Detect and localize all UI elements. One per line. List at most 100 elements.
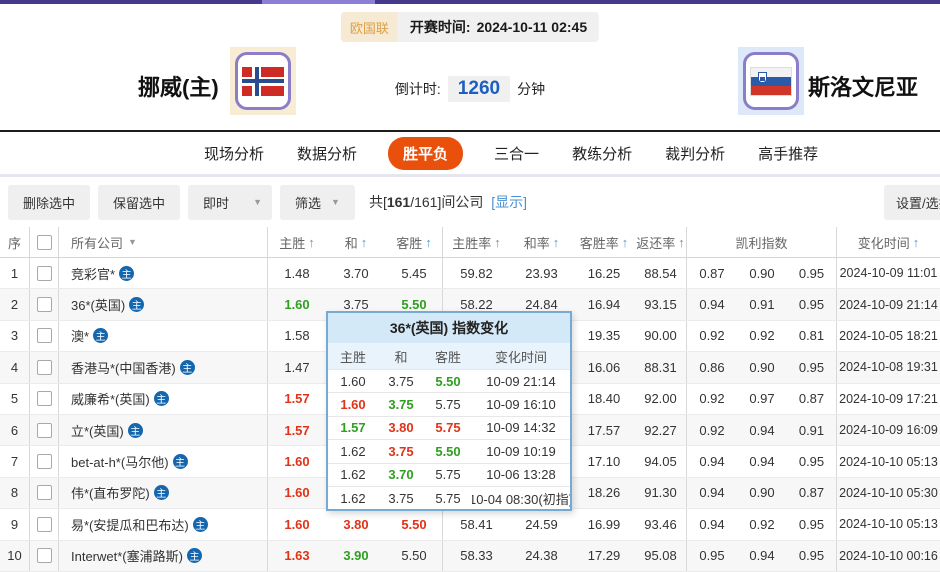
company-cell: 36*(英国) 主 [59,289,268,320]
norway-flag-icon [242,66,284,96]
chevron-down-icon: ▼ [331,197,340,207]
popup-draw-odds: 3.75 [388,373,414,389]
header-company-filter[interactable]: 所有公司 ▼ [59,227,268,257]
row-number: 3 [0,320,30,352]
company-name[interactable]: 威廉希*(英国) [71,392,150,408]
tab-4[interactable]: 三合一 [494,145,540,163]
kelly-3: 0.87 [787,383,837,414]
header-label: 和率 [523,235,550,251]
company-name[interactable]: Interwet*(塞浦路斯) [71,549,183,565]
host-badge-icon: 主 [179,359,195,375]
tab-2[interactable]: 数据分析 [297,145,358,163]
tab-6[interactable]: 裁判分析 [665,145,726,163]
filter-dropdown[interactable]: 筛选 ▼ [280,184,355,220]
keep-selected-button[interactable]: 保留选中 [98,184,181,220]
header-draw-rate[interactable]: 和率 ↑ [510,227,573,257]
popup-header-4: 变化时间 [494,349,547,365]
kelly-3: 0.87 [787,477,837,509]
row-checkbox[interactable] [36,297,52,313]
row-checkbox[interactable] [36,391,52,407]
company-name[interactable]: 澳* [71,329,90,345]
company-cell: 竞彩官* 主 [59,258,268,289]
header-change-time[interactable]: 变化时间 ↑ [837,227,940,257]
row-number: 5 [0,383,30,414]
row-checkbox[interactable] [36,516,52,532]
select-all-checkbox[interactable] [36,234,52,250]
settings-select-button[interactable]: 设置/选择 [884,185,940,220]
popup-change-time: 10-09 16:10 [486,397,556,413]
home-win-odds: 1.60 [284,485,310,501]
sort-asc-icon: ↑ [308,234,315,250]
header-home-rate[interactable]: 主胜率 ↑ [443,227,510,257]
popup-row: 1.62 3.75 5.75 10-04 08:30(初指) [328,485,570,510]
row-number: 10 [0,540,30,571]
row-number: 1 [0,258,30,289]
popup-home-odds: 1.60 [340,397,366,413]
kelly-3: 0.95 [787,446,837,477]
draw-rate: 23.93 [525,265,558,281]
change-time: 2024-10-09 17:21 [839,391,938,406]
company-cell: 香港马*(中国香港) 主 [59,352,268,383]
popup-draw-odds: 3.75 [388,490,414,506]
header-return-rate[interactable]: 返还率 ↑ [635,227,687,257]
odds-mode-dropdown[interactable]: 即时 ▼ [188,184,273,220]
header-away-rate[interactable]: 客胜率 ↑ [573,227,635,257]
kelly-2: 0.94 [749,454,775,470]
row-checkbox[interactable] [36,328,52,344]
row-checkbox[interactable] [36,265,52,281]
kelly-1: 0.94 [699,516,725,532]
company-name[interactable]: 36*(英国) [71,298,126,314]
row-checkbox[interactable] [36,422,52,438]
kelly-1: 0.94 [699,454,725,470]
popup-header-3: 客胜 [434,349,461,365]
popup-draw-odds: 3.75 [388,397,414,413]
table-row: 1 竞彩官* 主 1.48 3.70 5.45 59.82 23.93 16.25 88.54 0.… [0,258,940,290]
row-checkbox[interactable] [36,548,52,564]
tab-1[interactable]: 现场分析 [204,145,265,163]
return-rate: 93.46 [635,509,687,540]
row-checkbox[interactable] [36,454,52,470]
header-away-win[interactable]: 客胜 ↑ [386,227,443,257]
row-checkbox-cell [30,320,59,352]
company-name[interactable]: bet-at-h*(马尔他) [71,455,169,471]
company-name[interactable]: 立*(英国) [71,423,124,439]
kelly-2: 0.90 [749,359,775,375]
header-label: 变化时间 [857,235,910,251]
return-rate: 91.30 [635,477,687,509]
show-link[interactable]: [显示] [491,194,528,210]
nav-divider [0,174,940,177]
sort-asc-icon: ↑ [552,234,560,250]
kelly-1: 0.87 [699,265,725,281]
tab-7[interactable]: 高手推荐 [758,145,819,163]
row-checkbox-cell [30,446,59,477]
company-name[interactable]: 伟*(直布罗陀) [71,486,150,502]
home-win-odds: 1.60 [284,454,310,470]
company-name[interactable]: 香港马*(中国香港) [71,360,176,376]
host-badge-icon: 主 [129,297,145,313]
popup-change-time: 10-09 21:14 [486,373,556,389]
row-checkbox[interactable] [36,485,52,501]
home-rate: 58.33 [460,548,493,564]
delete-selected-button[interactable]: 删除选中 [8,184,91,220]
match-info-pill: 欧国联 开赛时间: 2024-10-11 02:45 [340,12,600,42]
tab-3[interactable]: 胜平负 [388,136,464,170]
popup-change-time: 10-04 08:30(初指) [472,491,570,507]
away-rate: 16.25 [587,265,621,281]
company-name[interactable]: 竞彩官* [71,266,116,282]
top-progress-strip [0,0,940,4]
header-checkbox[interactable] [30,227,59,257]
tab-5[interactable]: 教练分析 [572,145,633,163]
away-flag-container [738,47,804,115]
row-checkbox[interactable] [36,359,52,375]
kelly-3: 0.95 [787,509,837,540]
header-home-win[interactable]: 主胜 ↑ [268,227,326,257]
change-time: 2024-10-10 05:13 [839,454,938,469]
company-cell: Interwet*(塞浦路斯) 主 [59,540,268,571]
company-name[interactable]: 易*(安提瓜和巴布达) [71,517,189,533]
header-draw[interactable]: 和 ↑ [326,227,386,257]
change-time: 2024-10-09 16:09 [839,423,938,438]
return-rate: 95.08 [635,540,687,571]
away-rate: 17.29 [587,548,621,564]
host-badge-icon: 主 [172,454,188,470]
row-checkbox-cell [30,477,59,509]
